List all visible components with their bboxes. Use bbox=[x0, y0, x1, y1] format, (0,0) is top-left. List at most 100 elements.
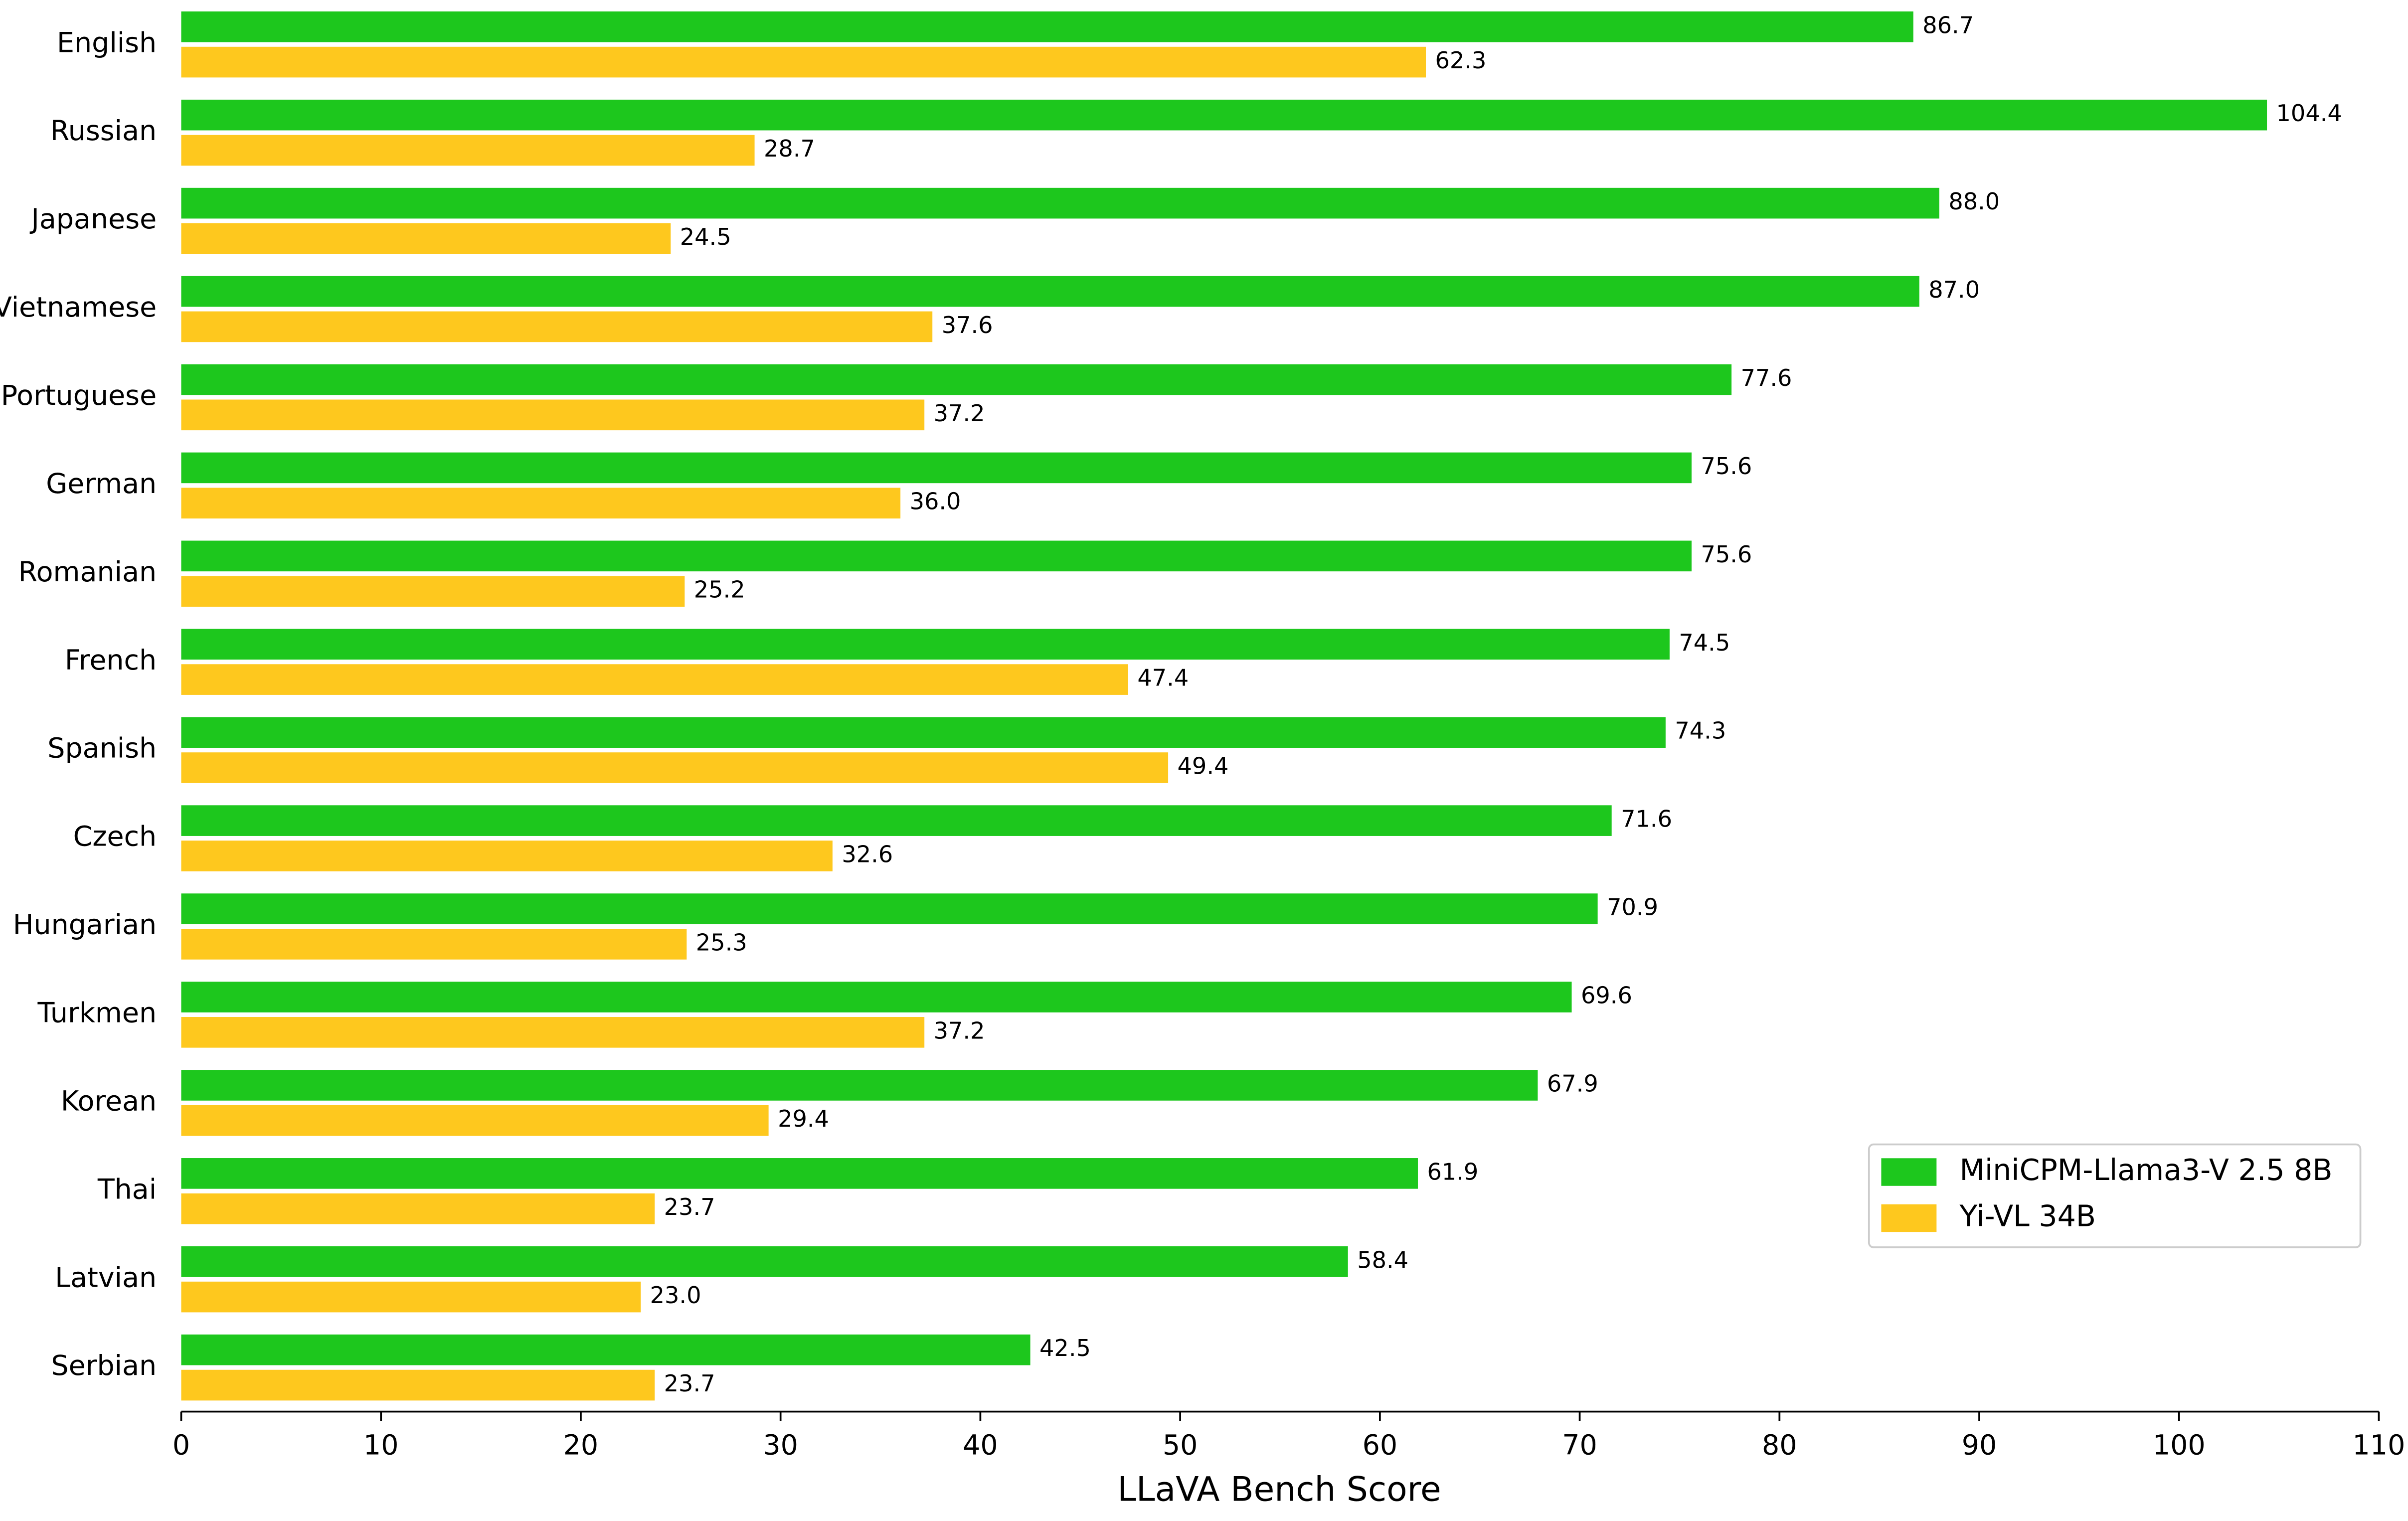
legend-box bbox=[1868, 1143, 2362, 1248]
value-label: 88.0 bbox=[1948, 188, 2000, 215]
value-label: 47.4 bbox=[1137, 665, 1189, 691]
value-label: 74.3 bbox=[1675, 717, 1726, 744]
bar bbox=[181, 1105, 769, 1136]
bar bbox=[181, 1281, 641, 1313]
bar bbox=[181, 805, 1612, 836]
legend-swatch bbox=[1881, 1204, 1937, 1232]
x-tick-label: 0 bbox=[172, 1430, 190, 1462]
value-label: 61.9 bbox=[1427, 1158, 1478, 1185]
x-tick-label: 100 bbox=[2153, 1430, 2206, 1462]
bar bbox=[181, 46, 1426, 78]
x-tick-label: 10 bbox=[363, 1430, 399, 1462]
y-tick-label: Japanese bbox=[29, 203, 157, 235]
bar bbox=[181, 717, 1666, 748]
x-tick-label: 80 bbox=[1762, 1430, 1797, 1462]
bar bbox=[181, 311, 933, 342]
value-label: 62.3 bbox=[1435, 47, 1486, 74]
bar bbox=[181, 629, 1670, 660]
bar bbox=[181, 399, 925, 431]
bar bbox=[181, 187, 1939, 219]
value-label: 86.7 bbox=[1922, 11, 1974, 38]
bar bbox=[181, 276, 1919, 307]
x-tick-label: 30 bbox=[763, 1430, 798, 1462]
value-label: 23.7 bbox=[664, 1193, 715, 1220]
value-label: 37.2 bbox=[934, 1017, 985, 1044]
bar bbox=[181, 1334, 1031, 1365]
y-tick-label: Russian bbox=[50, 115, 157, 147]
y-tick-label: Thai bbox=[97, 1174, 157, 1205]
value-label: 42.5 bbox=[1039, 1335, 1091, 1361]
legend-label: Yi-VL 34B bbox=[1959, 1199, 2096, 1233]
value-label: 32.6 bbox=[842, 841, 893, 867]
value-label: 36.0 bbox=[910, 488, 961, 515]
x-tick-label: 110 bbox=[2353, 1430, 2406, 1462]
bar bbox=[181, 452, 1692, 484]
y-tick-label: Spanish bbox=[47, 733, 157, 765]
bar bbox=[181, 11, 1913, 42]
y-tick-label: French bbox=[65, 645, 157, 676]
x-tick-label: 20 bbox=[563, 1430, 599, 1462]
y-tick-label: Vietnamese bbox=[0, 292, 157, 324]
y-tick-label: Portuguese bbox=[1, 380, 157, 412]
legend-swatch bbox=[1881, 1158, 1937, 1186]
y-tick-label: Turkmen bbox=[37, 998, 157, 1029]
bar bbox=[181, 982, 1572, 1013]
value-label: 74.5 bbox=[1679, 629, 1730, 656]
y-tick-label: English bbox=[57, 27, 157, 59]
value-label: 25.2 bbox=[694, 576, 745, 603]
bar bbox=[181, 893, 1598, 924]
value-label: 104.4 bbox=[2276, 100, 2342, 127]
bar bbox=[181, 540, 1692, 572]
y-tick-label: Korean bbox=[61, 1085, 157, 1117]
bar bbox=[181, 752, 1169, 783]
value-label: 29.4 bbox=[778, 1105, 829, 1132]
value-label: 70.9 bbox=[1607, 894, 1658, 921]
legend-label: MiniCPM-Llama3-V 2.5 8B bbox=[1960, 1153, 2333, 1187]
bar bbox=[181, 364, 1732, 395]
bar bbox=[181, 1158, 1418, 1189]
value-label: 25.3 bbox=[696, 929, 747, 956]
bar bbox=[181, 1070, 1538, 1101]
bar bbox=[181, 99, 2267, 131]
value-label: 24.5 bbox=[680, 223, 731, 250]
value-label: 37.2 bbox=[934, 400, 985, 427]
bar bbox=[181, 1017, 925, 1048]
bar bbox=[181, 1193, 655, 1224]
bar bbox=[181, 488, 901, 519]
value-label: 77.6 bbox=[1741, 364, 1792, 391]
x-tick-label: 40 bbox=[963, 1430, 998, 1462]
value-label: 58.4 bbox=[1357, 1246, 1408, 1273]
x-tick-label: 50 bbox=[1163, 1430, 1198, 1462]
y-tick-label: Serbian bbox=[51, 1350, 157, 1382]
bar bbox=[181, 576, 685, 607]
bar bbox=[181, 1369, 655, 1401]
bar bbox=[181, 664, 1128, 695]
value-label: 69.6 bbox=[1581, 982, 1632, 1009]
y-tick-label: German bbox=[46, 468, 157, 500]
value-label: 75.6 bbox=[1701, 453, 1752, 480]
y-tick-label: Czech bbox=[73, 821, 157, 853]
y-tick-label: Latvian bbox=[55, 1262, 157, 1294]
value-label: 75.6 bbox=[1701, 541, 1752, 568]
value-label: 23.0 bbox=[650, 1282, 701, 1309]
value-label: 67.9 bbox=[1547, 1070, 1598, 1097]
value-label: 87.0 bbox=[1928, 276, 1980, 303]
x-axis-label: LLaVA Bench Score bbox=[1117, 1469, 1441, 1509]
x-tick-label: 70 bbox=[1562, 1430, 1597, 1462]
y-tick-label: Hungarian bbox=[13, 909, 157, 941]
x-tick-label: 60 bbox=[1363, 1430, 1398, 1462]
value-label: 28.7 bbox=[764, 135, 815, 162]
bar bbox=[181, 841, 833, 871]
value-label: 37.6 bbox=[942, 312, 993, 338]
value-label: 49.4 bbox=[1178, 753, 1229, 780]
bar bbox=[181, 223, 671, 254]
bar bbox=[181, 929, 687, 960]
bar bbox=[181, 1246, 1348, 1277]
x-tick-label: 90 bbox=[1962, 1430, 1997, 1462]
bar bbox=[181, 135, 755, 166]
value-label: 23.7 bbox=[664, 1370, 715, 1397]
value-label: 71.6 bbox=[1621, 806, 1672, 833]
y-tick-label: Romanian bbox=[18, 556, 157, 588]
